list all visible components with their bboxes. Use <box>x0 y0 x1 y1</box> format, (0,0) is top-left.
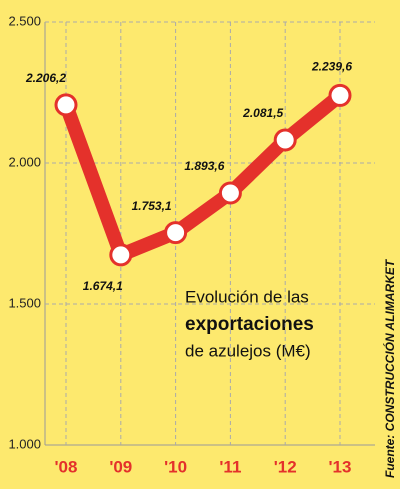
x-tick-label: '12 <box>274 457 297 476</box>
value-label: 2.239,6 <box>311 60 352 74</box>
y-tick-label: 2.000 <box>8 154 41 169</box>
annotation: de azulejos (M€) <box>185 341 311 360</box>
value-label: 1.674,1 <box>83 279 123 293</box>
y-tick-label: 1.500 <box>8 295 41 310</box>
x-tick-label: '13 <box>329 457 352 476</box>
marker <box>328 83 352 107</box>
x-tick-label: '09 <box>109 457 132 476</box>
marker <box>218 181 242 205</box>
y-tick-label: 1.000 <box>8 436 41 451</box>
y-tick-label: 2.500 <box>8 13 41 28</box>
x-tick-label: '10 <box>164 457 187 476</box>
marker <box>109 243 133 267</box>
value-label: 1.893,6 <box>184 159 224 173</box>
x-tick-label: '11 <box>219 457 241 476</box>
annotation: Evolución de las <box>185 287 309 306</box>
marker <box>54 93 78 117</box>
value-label: 2.206,2 <box>25 71 66 85</box>
source: Fuente: CONSTRUCCIÓN ALIMARKET <box>382 258 397 478</box>
value-label: 1.753,1 <box>132 199 172 213</box>
value-label: 2.081,5 <box>242 106 283 120</box>
marker <box>164 221 188 245</box>
line <box>59 90 345 262</box>
x-tick-label: '08 <box>55 457 78 476</box>
marker <box>273 128 297 152</box>
annotation: exportaciones <box>185 314 314 335</box>
